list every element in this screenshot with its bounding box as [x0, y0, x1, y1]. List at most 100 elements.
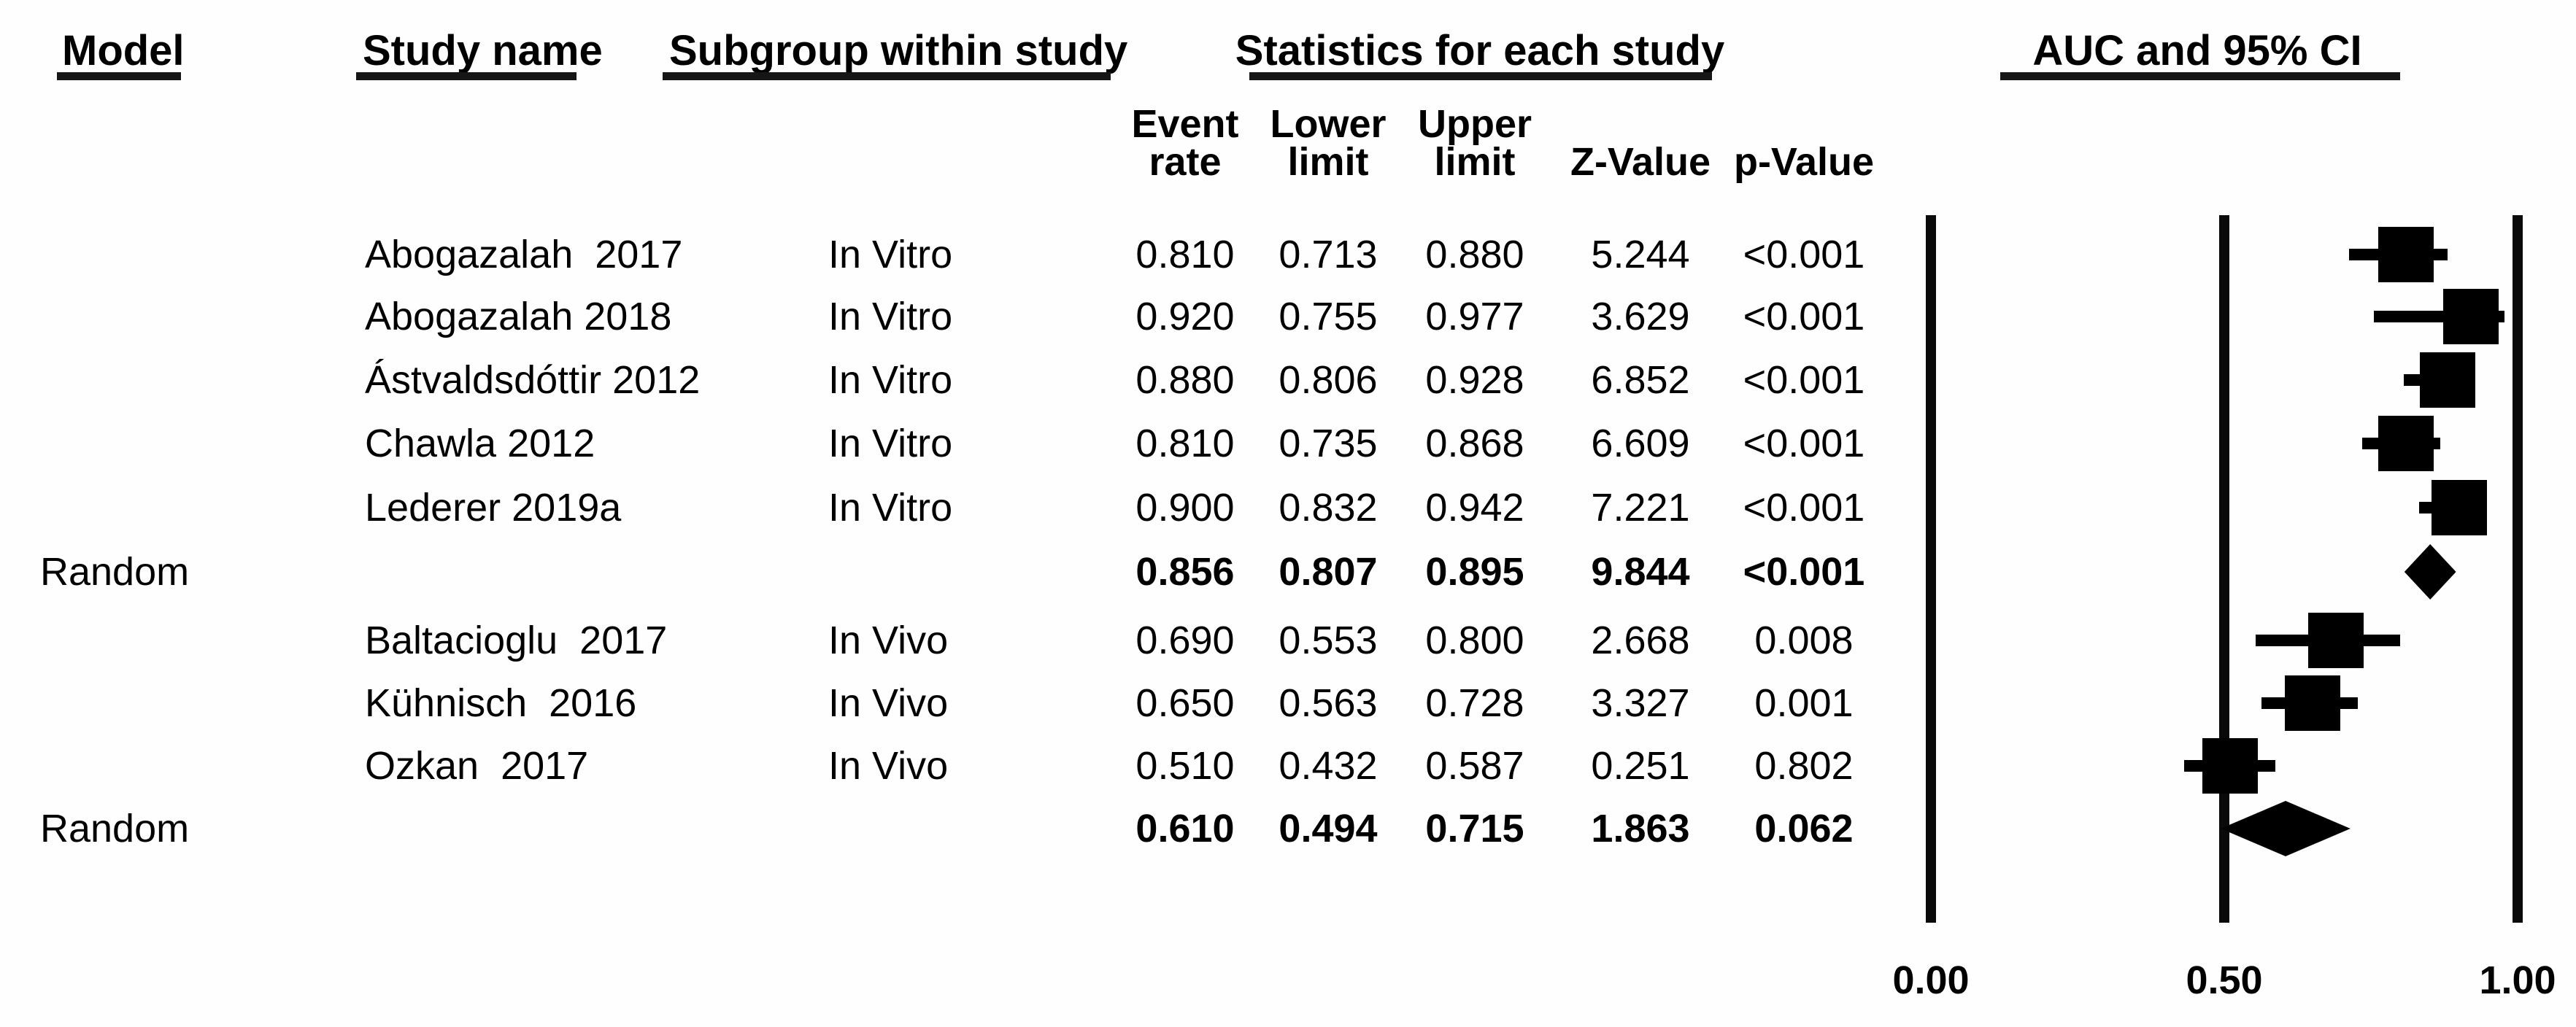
- lower-limit-cell: 0.553: [1279, 619, 1378, 662]
- subgroup-cell: In Vitro: [828, 422, 953, 465]
- event-rate-cell: 0.880: [1135, 358, 1235, 402]
- lower-limit-cell: 0.494: [1279, 807, 1378, 850]
- z-value-cell: 3.327: [1591, 681, 1690, 725]
- effect-square: [2419, 352, 2475, 408]
- event-rate-cell: 0.810: [1135, 233, 1235, 276]
- subheader-p-value: p-Value: [1733, 140, 1875, 184]
- lower-limit-cell: 0.563: [1279, 681, 1378, 725]
- model-cell: Random: [40, 807, 190, 850]
- subheader-lower-limit: limit: [1287, 140, 1369, 184]
- p-value-cell: <0.001: [1743, 422, 1865, 465]
- subheader-event: Event: [1131, 102, 1239, 146]
- p-value-cell: 0.001: [1754, 681, 1854, 725]
- model-cell: Random: [40, 550, 190, 594]
- study-name-cell: Ástvaldsdóttir 2012: [365, 358, 701, 402]
- subgroup-cell: In Vitro: [828, 233, 953, 276]
- effect-square: [2431, 480, 2487, 535]
- lower-limit-cell: 0.432: [1279, 744, 1378, 788]
- p-value-cell: <0.001: [1743, 233, 1865, 276]
- upper-limit-cell: 0.895: [1425, 550, 1524, 594]
- effect-square: [2307, 613, 2364, 668]
- subheader-rate: rate: [1149, 140, 1222, 184]
- subgroup-cell: In Vitro: [828, 486, 953, 530]
- axis-line-1.00: [2513, 215, 2523, 923]
- statistics-underline: [1249, 72, 1712, 80]
- study-name-cell: Lederer 2019a: [365, 486, 622, 530]
- subheader-upper: Upper: [1417, 102, 1532, 146]
- summary-diamond: [2221, 801, 2351, 856]
- p-value-cell: <0.001: [1743, 358, 1865, 402]
- effect-square: [2378, 227, 2434, 282]
- event-rate-cell: 0.510: [1135, 744, 1235, 788]
- study-name-cell: Chawla 2012: [365, 422, 595, 465]
- z-value-cell: 9.844: [1591, 550, 1690, 594]
- axis-line-0.50: [2219, 215, 2229, 923]
- subheader-z-value: Z-Value: [1570, 140, 1711, 184]
- lower-limit-cell: 0.807: [1279, 550, 1378, 594]
- axis-line-0.00: [1926, 215, 1936, 923]
- column-header-subgroup: Subgroup within study: [669, 27, 1128, 74]
- column-header-statistics: Statistics for each study: [1235, 27, 1725, 74]
- z-value-cell: 1.863: [1591, 807, 1690, 850]
- subheader-upper-limit: limit: [1434, 140, 1516, 184]
- p-value-cell: <0.001: [1743, 550, 1865, 594]
- z-value-cell: 6.609: [1591, 422, 1690, 465]
- effect-square: [2202, 738, 2259, 794]
- lower-limit-cell: 0.806: [1279, 358, 1378, 402]
- axis-tick-0.50: 0.50: [2186, 958, 2263, 1002]
- event-rate-cell: 0.856: [1135, 550, 1235, 594]
- study-name-cell: Abogazalah 2017: [365, 233, 683, 276]
- upper-limit-cell: 0.942: [1425, 486, 1524, 530]
- subgroup-cell: In Vivo: [828, 681, 949, 725]
- effect-square: [2284, 675, 2340, 731]
- upper-limit-cell: 0.928: [1425, 358, 1524, 402]
- effect-square: [2442, 289, 2499, 344]
- z-value-cell: 7.221: [1591, 486, 1690, 530]
- event-rate-cell: 0.810: [1135, 422, 1235, 465]
- lower-limit-cell: 0.713: [1279, 233, 1378, 276]
- subgroup-cell: In Vitro: [828, 295, 953, 338]
- p-value-cell: 0.802: [1754, 744, 1854, 788]
- lower-limit-cell: 0.755: [1279, 295, 1378, 338]
- subgroup-underline: [663, 72, 1111, 80]
- study-name-cell: Baltacioglu 2017: [365, 619, 668, 662]
- axis-tick-1.00: 1.00: [2479, 958, 2556, 1002]
- upper-limit-cell: 0.880: [1425, 233, 1524, 276]
- study-name-cell: Kühnisch 2016: [365, 681, 637, 725]
- study-name-cell: Ozkan 2017: [365, 744, 589, 788]
- model-underline: [57, 72, 181, 80]
- upper-limit-cell: 0.587: [1425, 744, 1524, 788]
- p-value-cell: 0.008: [1754, 619, 1854, 662]
- upper-limit-cell: 0.800: [1425, 619, 1524, 662]
- study-name-cell: Abogazalah 2018: [365, 295, 672, 338]
- auc-underline: [2000, 72, 2400, 80]
- p-value-cell: 0.062: [1754, 807, 1854, 850]
- upper-limit-cell: 0.977: [1425, 295, 1524, 338]
- subgroup-cell: In Vivo: [828, 744, 949, 788]
- study-name-underline: [356, 72, 576, 80]
- upper-limit-cell: 0.728: [1425, 681, 1524, 725]
- event-rate-cell: 0.920: [1135, 295, 1235, 338]
- z-value-cell: 6.852: [1591, 358, 1690, 402]
- column-header-auc: AUC and 95% CI: [2032, 27, 2362, 74]
- z-value-cell: 3.629: [1591, 295, 1690, 338]
- column-header-model: Model: [62, 27, 185, 74]
- event-rate-cell: 0.610: [1135, 807, 1235, 850]
- axis-tick-0.00: 0.00: [1892, 958, 1970, 1002]
- event-rate-cell: 0.650: [1135, 681, 1235, 725]
- subheader-lower: Lower: [1270, 102, 1387, 146]
- event-rate-cell: 0.690: [1135, 619, 1235, 662]
- event-rate-cell: 0.900: [1135, 486, 1235, 530]
- z-value-cell: 2.668: [1591, 619, 1690, 662]
- lower-limit-cell: 0.832: [1279, 486, 1378, 530]
- subgroup-cell: In Vitro: [828, 358, 953, 402]
- subgroup-cell: In Vivo: [828, 619, 949, 662]
- column-header-study-name: Study name: [363, 27, 603, 74]
- p-value-cell: <0.001: [1743, 295, 1865, 338]
- effect-square: [2378, 416, 2434, 471]
- summary-diamond: [2404, 544, 2456, 600]
- z-value-cell: 0.251: [1591, 744, 1690, 788]
- upper-limit-cell: 0.715: [1425, 807, 1524, 850]
- upper-limit-cell: 0.868: [1425, 422, 1524, 465]
